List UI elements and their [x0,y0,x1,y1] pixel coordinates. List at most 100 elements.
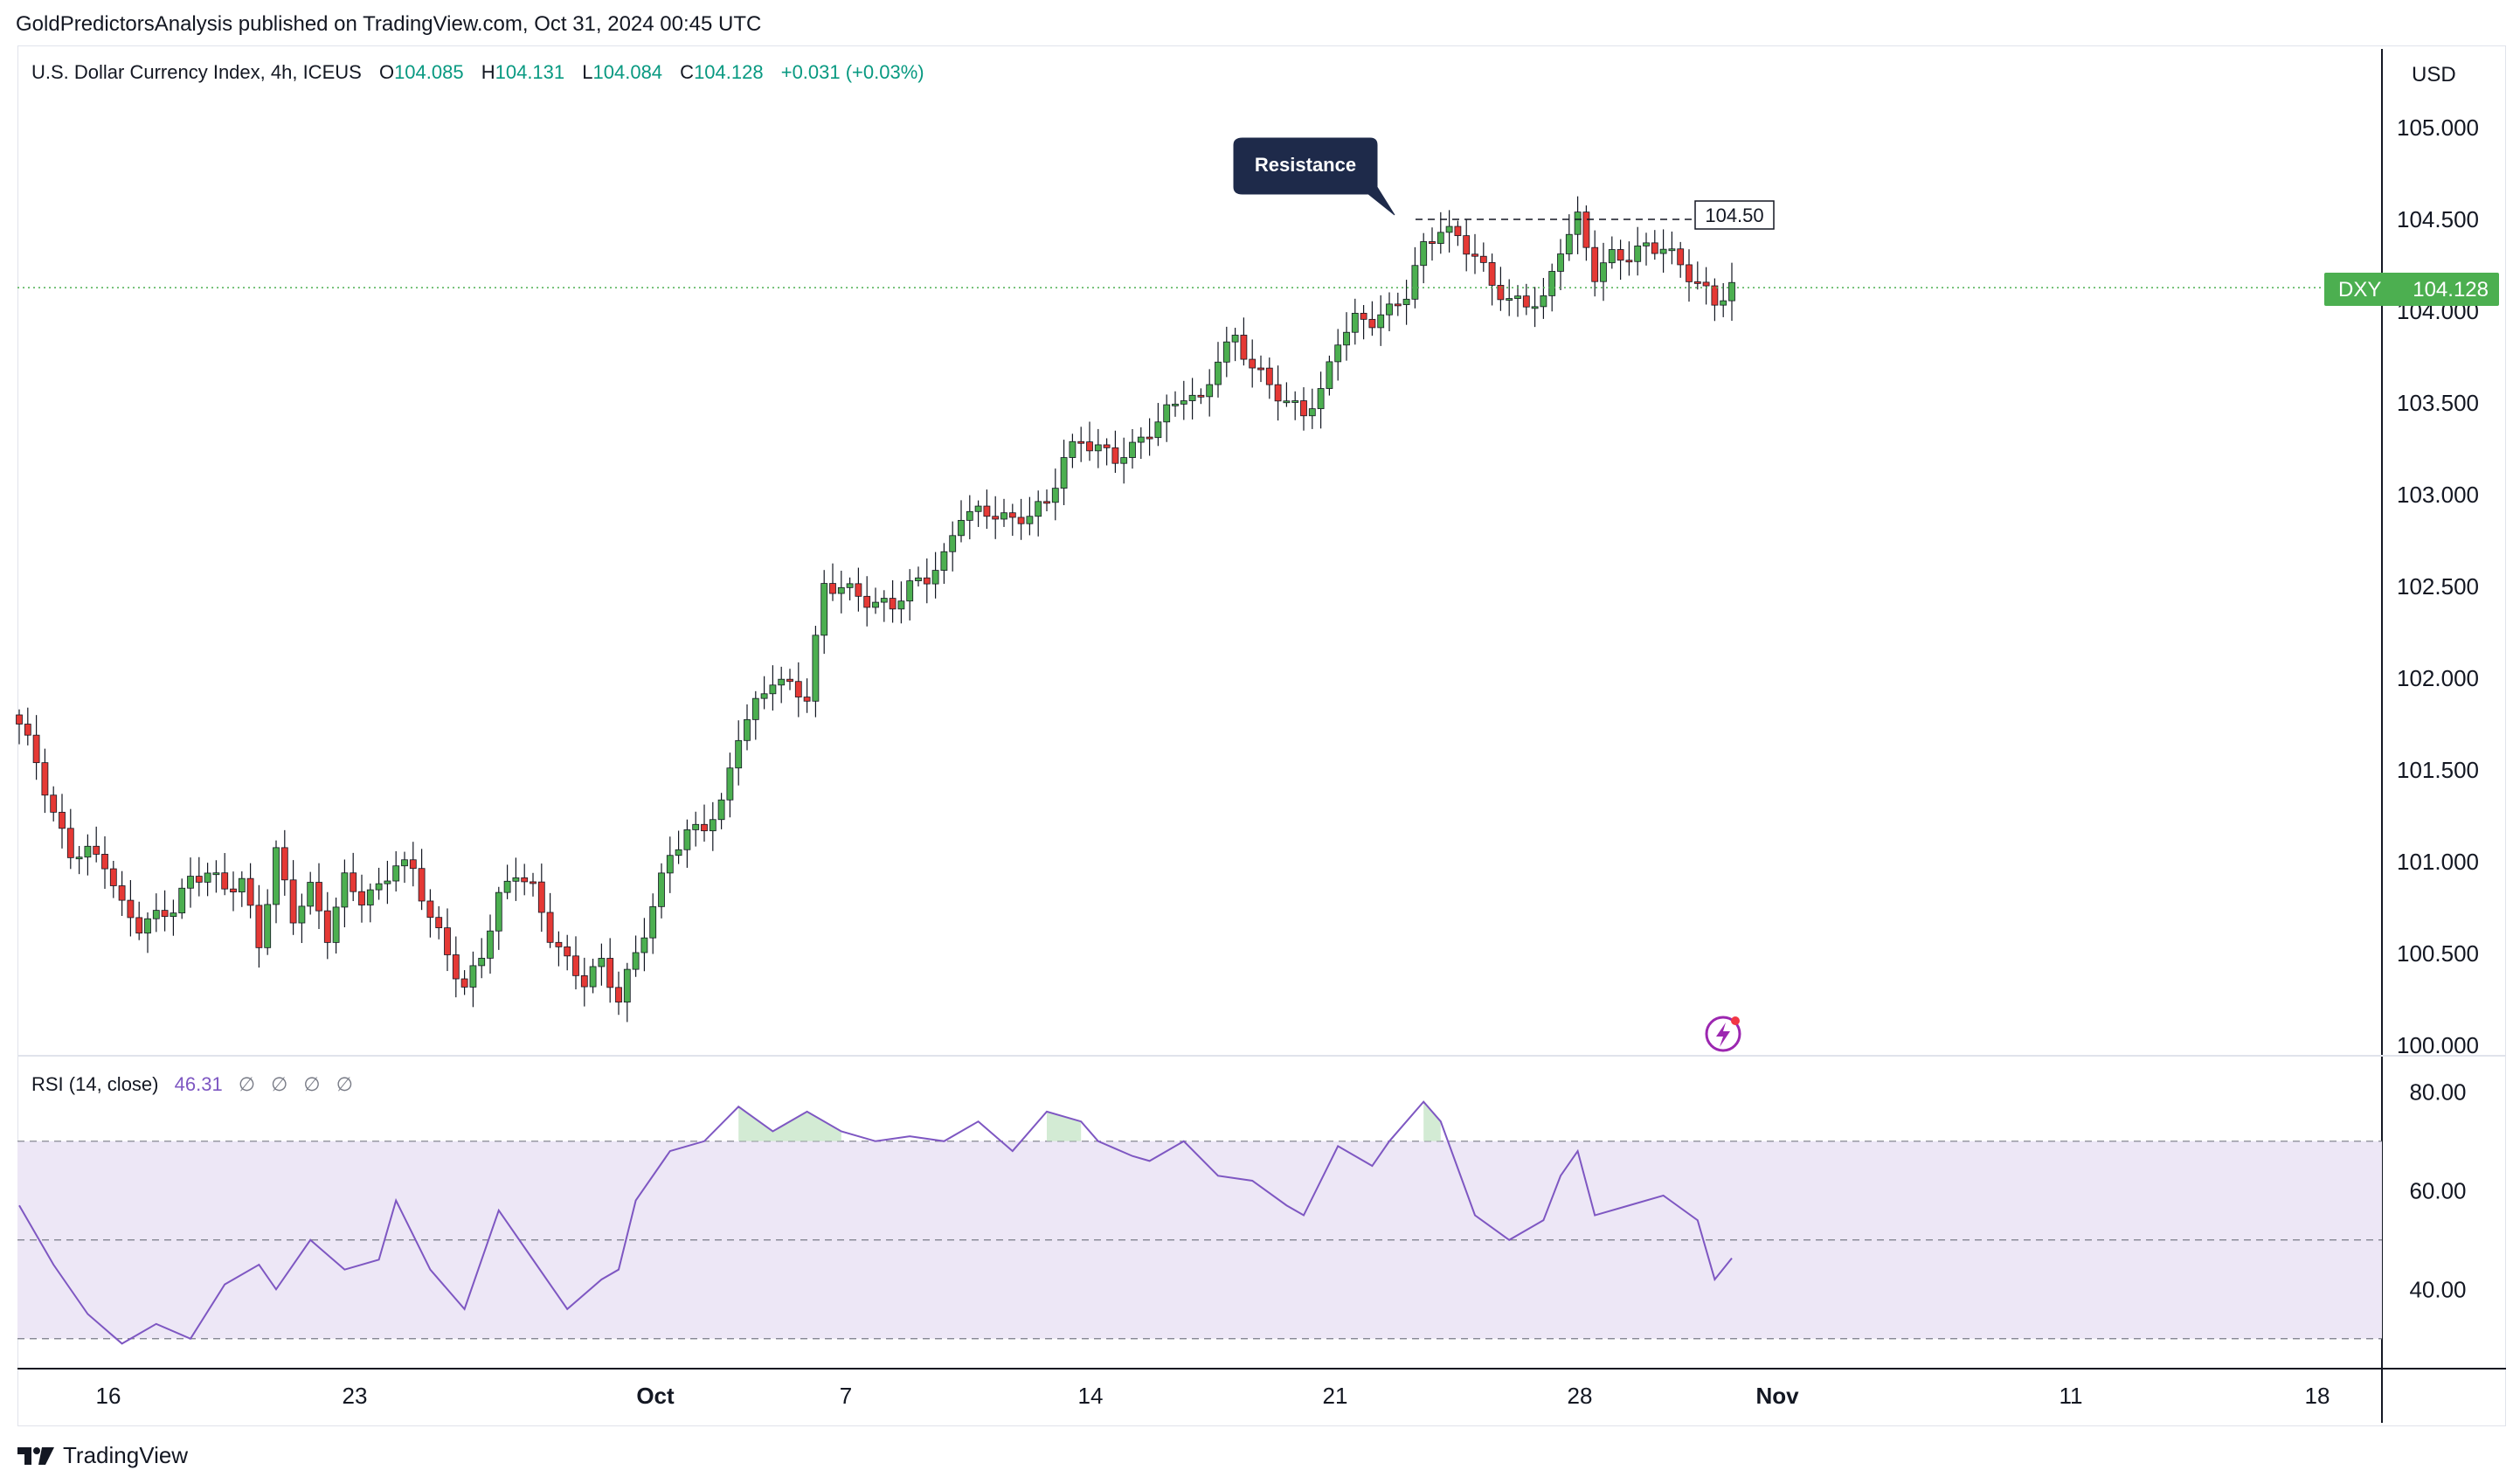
candle [289,860,297,935]
candle [273,840,280,924]
time-tick-label: 23 [343,1383,368,1409]
candle [435,905,443,940]
candle [84,834,92,876]
candle-body-down [1429,241,1436,244]
candle-body-up [1326,361,1333,389]
candle-body-up [487,930,494,959]
chart-frame [17,45,2506,1426]
time-tick-label: 16 [96,1383,121,1409]
candle [1231,328,1239,362]
candle [1249,339,1257,388]
candle [1643,232,1650,266]
candle [751,690,759,740]
candle-body-up [1386,303,1393,316]
candle-body-up [84,845,92,858]
candle [1172,391,1179,417]
candle-body-up [658,872,665,907]
candle-body-up [1445,225,1453,233]
candle [452,936,460,998]
candle-body-down [564,946,571,957]
candle [530,872,537,897]
candle-body-up [204,872,211,883]
rsi-tick-label: 80.00 [2409,1078,2466,1105]
candle [384,860,391,905]
candle-body-down [1591,246,1599,282]
candle [1308,388,1316,429]
candle-body-up [392,865,400,882]
time-tick-label: 18 [2305,1383,2330,1409]
candle-body-up [1720,300,1727,306]
open-value: 104.085 [394,61,464,83]
rsi-tick-label: 60.00 [2409,1177,2466,1203]
resistance-callout[interactable]: Resistance [1233,137,1395,216]
candle-body-down [358,891,365,905]
candle [735,720,743,786]
candle [246,863,254,919]
candle-body-up [589,966,597,988]
candle-body-down [16,714,23,725]
candle-body-up [1565,233,1573,254]
currency-label[interactable]: USD [2412,63,2456,87]
candle [1693,261,1701,290]
candle [426,889,434,938]
candle [264,889,272,955]
candle [1514,285,1521,317]
candle-body-up [1574,212,1582,235]
candle [1531,287,1539,328]
candle-body-down [289,879,297,924]
candle-body-down [161,910,169,918]
candle-body-up [666,855,674,874]
candle [537,863,545,933]
price-tick-label: 103.500 [2397,390,2479,416]
candle [1565,214,1573,261]
candle-body-up [238,877,246,893]
candle [1522,283,1530,316]
candle [366,883,374,923]
candle-body-down [24,724,31,736]
time-axis: 16 23 Oct 7 14 21 28 Nov 11 18 [96,1383,2330,1409]
candle-body-up [940,551,948,571]
chart-canvas[interactable]: 105.000104.500104.000103.500103.000102.5… [0,0,2520,1433]
candle-body-up [469,965,477,988]
candle [1488,253,1496,306]
footer: TradingView [17,1442,188,1469]
candle [1265,357,1273,399]
candle [1026,496,1034,536]
price-tick-label: 102.000 [2397,665,2479,691]
price-tick-label: 101.500 [2397,757,2479,783]
candle-body-up [735,739,743,769]
candle-body-down [1249,358,1257,369]
candle [794,662,802,718]
candle [974,500,982,527]
candle [1394,292,1402,316]
lightning-icon[interactable] [1705,1016,1741,1052]
candle [966,495,973,540]
candle [632,935,640,977]
candle-body-down [315,882,322,912]
candle [1677,241,1685,278]
candle-body-up [75,856,83,860]
candle [949,521,957,572]
candle-body-down [1265,367,1273,385]
resistance-level-tag: 104.50 [1694,200,1775,230]
candle [1215,342,1222,398]
publisher-line: GoldPredictorsAnalysis published on Trad… [16,12,762,36]
candle [1017,498,1025,540]
candle-body-down [59,811,66,829]
candle [401,851,408,884]
candle-body-up [1411,265,1419,300]
candle [606,938,614,1003]
candle [135,901,143,940]
rsi-placeholder: ∅ [336,1073,353,1095]
candle-body-down [1522,295,1530,308]
candle-body-up [1343,331,1350,346]
candle [41,748,49,814]
candle-body-up [1215,361,1222,385]
candle [350,852,357,902]
candle-body-down [572,955,579,976]
rsi-guides [17,1100,2382,1345]
price-tick-label: 100.500 [2397,940,2479,967]
candle [109,860,117,898]
candle-body-up [837,586,845,594]
candle-body-up [1231,335,1239,343]
